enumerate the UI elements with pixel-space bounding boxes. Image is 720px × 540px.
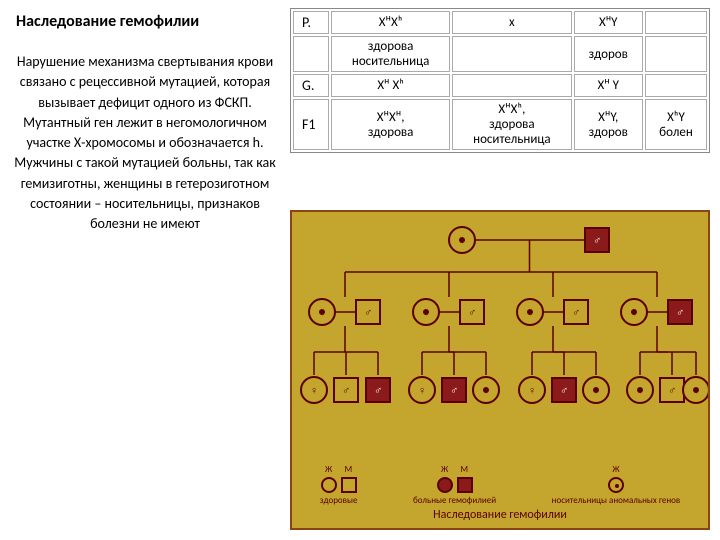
svg-text:♀: ♀	[636, 384, 644, 397]
svg-text:♂: ♂	[668, 384, 676, 397]
punnett-row-label: F1	[293, 99, 329, 150]
legend-item: Ж Мздоровые	[320, 464, 358, 506]
punnett-cell: XᴴXᴴ, здорова	[331, 99, 450, 150]
svg-text:♀: ♀	[418, 384, 426, 397]
slide: Наследование гемофилии Нарушение механиз…	[0, 0, 720, 540]
svg-text:♂: ♂	[364, 306, 372, 319]
pedigree-title: Наследование гемофилии	[292, 508, 708, 522]
svg-text:♂: ♂	[468, 306, 476, 319]
punnett-row-label: P.	[293, 11, 329, 34]
svg-text:♀: ♀	[692, 384, 700, 397]
svg-text:♂: ♂	[572, 306, 580, 319]
slide-title: Наследование гемофилии	[10, 8, 280, 35]
legend-item: Жносительницы аномальных генов	[552, 464, 681, 506]
title-box: Наследование гемофилии	[10, 8, 280, 35]
punnett-cell: здоров	[574, 36, 643, 72]
punnett-row-label	[293, 36, 329, 72]
svg-text:♀: ♀	[526, 306, 534, 319]
svg-text:♂: ♂	[593, 234, 601, 247]
svg-text:♀: ♀	[310, 384, 318, 397]
svg-text:♀: ♀	[630, 306, 638, 319]
punnett-cell: XᴴY	[574, 11, 643, 34]
punnett-cell: x	[452, 11, 571, 34]
punnett-cell	[452, 36, 571, 72]
svg-text:♀: ♀	[422, 306, 430, 319]
svg-text:♀: ♀	[482, 384, 490, 397]
punnett-cell: Xᴴ Y	[574, 74, 643, 97]
punnett-cell: XᴴXʰ, здорова носительница	[452, 99, 571, 150]
svg-text:♀: ♀	[592, 384, 600, 397]
body-text: Нарушение механизма свертывания крови св…	[10, 52, 280, 235]
svg-text:♀: ♀	[458, 234, 466, 247]
pedigree-svg: ♀ ♂ ♀ ♂ ♀ ♂ ♀ ♂ ♀ ♂ ♀ ♂ ♂ ♀ ♂ ♀ ♀ ♂ ♀ ♀ ♂ ♀	[292, 212, 708, 502]
punnett-cell: здорова носительница	[331, 36, 450, 72]
svg-text:♀: ♀	[528, 384, 536, 397]
svg-text:♂: ♂	[342, 384, 350, 397]
punnett-cell: XᴴY, здоров	[574, 99, 643, 150]
punnett-row-label: G.	[293, 74, 329, 97]
punnett-table: P.XᴴXʰxXᴴYздорова носительницаздоровG.Xᴴ…	[290, 8, 710, 153]
punnett-cell: Xᴴ Xʰ	[331, 74, 450, 97]
punnett-cell: XʰY болен	[645, 99, 707, 150]
punnett-cell: XᴴXʰ	[331, 11, 450, 34]
svg-text:♂: ♂	[450, 384, 458, 397]
svg-text:♂: ♂	[676, 306, 684, 319]
punnett-cell	[645, 11, 707, 34]
legend-item: Ж Мбольные гемофилией	[413, 464, 496, 506]
pedigree-diagram: ♀ ♂ ♀ ♂ ♀ ♂ ♀ ♂ ♀ ♂ ♀ ♂ ♂ ♀ ♂ ♀ ♀ ♂ ♀ ♀ ♂ ♀ Ж Мздоровые Ж Мбол…	[290, 210, 710, 530]
punnett-cell	[645, 74, 707, 97]
svg-text:♂: ♂	[374, 384, 382, 397]
punnett-cell	[645, 36, 707, 72]
svg-text:♂: ♂	[560, 384, 568, 397]
punnett-cell	[452, 74, 571, 97]
pedigree-legend: Ж Мздоровые Ж Мбольные гемофилией Жносител…	[292, 464, 708, 506]
svg-text:♀: ♀	[318, 306, 326, 319]
